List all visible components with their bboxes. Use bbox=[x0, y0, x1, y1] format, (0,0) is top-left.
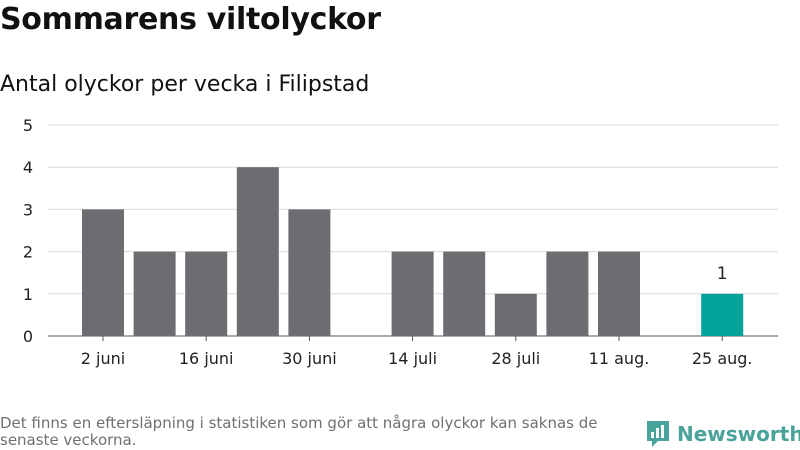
x-tick-label: 11 aug. bbox=[589, 349, 650, 368]
x-tick-label: 28 juli bbox=[491, 349, 540, 368]
data-label: 1 bbox=[717, 264, 728, 284]
y-tick-label: 5 bbox=[23, 116, 33, 135]
newsworthy-logo-icon bbox=[647, 421, 669, 447]
bar bbox=[236, 167, 279, 336]
x-tick-label: 2 juni bbox=[81, 349, 125, 368]
x-tick-label: 30 juni bbox=[282, 349, 337, 368]
bar bbox=[82, 209, 124, 336]
y-tick-label: 0 bbox=[23, 327, 33, 346]
newsworthy-logo[interactable]: Newsworthy bbox=[645, 419, 800, 449]
y-tick-label: 1 bbox=[23, 285, 33, 304]
chart-title: Sommarens viltolyckor bbox=[0, 2, 381, 37]
chart-subtitle: Antal olyckor per vecka i Filipstad bbox=[0, 72, 370, 97]
x-tick-label: 25 aug. bbox=[692, 349, 753, 368]
bar bbox=[185, 251, 228, 336]
newsworthy-logo-text: Newsworthy bbox=[677, 422, 800, 446]
bar bbox=[288, 209, 331, 336]
bar bbox=[598, 251, 640, 336]
bar bbox=[133, 251, 176, 336]
bar bbox=[701, 293, 744, 336]
y-tick-label: 4 bbox=[23, 158, 33, 177]
bar-chart: 0 1 2 3 4 5 2 juni 16 juni 30 juni 14 juli 28 juli… bbox=[23, 116, 778, 368]
x-tick-label: 14 juli bbox=[388, 349, 437, 368]
x-tick-label: 16 juni bbox=[179, 349, 234, 368]
bar bbox=[546, 251, 589, 336]
bar bbox=[443, 251, 486, 336]
y-tick-label: 3 bbox=[23, 200, 33, 219]
bar bbox=[494, 293, 537, 336]
y-tick-label: 2 bbox=[23, 243, 33, 262]
bar bbox=[391, 251, 434, 336]
footnote: Det finns en eftersläpning i statistiken… bbox=[0, 414, 598, 449]
